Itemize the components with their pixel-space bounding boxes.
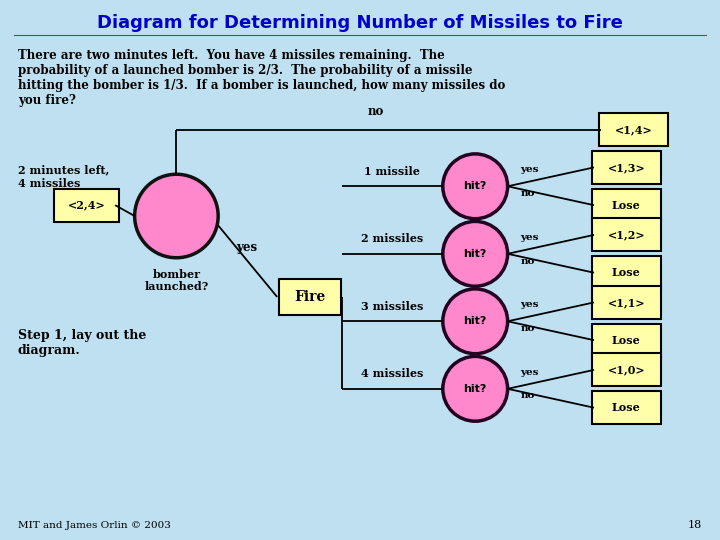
Text: Step 1, lay out the
diagram.: Step 1, lay out the diagram. — [18, 329, 146, 357]
Text: no: no — [368, 105, 384, 118]
Text: no: no — [521, 392, 535, 401]
Text: yes: yes — [236, 241, 257, 254]
Text: Fire: Fire — [294, 290, 325, 304]
Text: Lose: Lose — [612, 335, 641, 346]
Text: 3 missiles: 3 missiles — [361, 301, 423, 312]
Text: yes: yes — [521, 165, 539, 174]
Ellipse shape — [443, 356, 508, 421]
Text: 1 missile: 1 missile — [364, 166, 420, 177]
Text: hit?: hit? — [464, 181, 487, 191]
FancyBboxPatch shape — [592, 256, 661, 289]
FancyBboxPatch shape — [592, 188, 661, 221]
Text: hit?: hit? — [464, 249, 487, 259]
Text: no: no — [521, 189, 535, 198]
Ellipse shape — [443, 289, 508, 354]
Text: There are two minutes left.  You have 4 missiles remaining.  The
probability of : There are two minutes left. You have 4 m… — [18, 49, 505, 106]
Text: bomber
launched?: bomber launched? — [144, 268, 209, 292]
Text: 18: 18 — [688, 520, 702, 530]
Text: Lose: Lose — [612, 402, 641, 413]
Text: <1,3>: <1,3> — [608, 162, 645, 173]
FancyBboxPatch shape — [592, 324, 661, 357]
Text: <1,0>: <1,0> — [608, 364, 645, 375]
Text: 4 missiles: 4 missiles — [361, 368, 423, 379]
FancyBboxPatch shape — [592, 219, 661, 252]
Ellipse shape — [443, 154, 508, 219]
Text: hit?: hit? — [464, 384, 487, 394]
Text: 2 minutes left,
4 missiles: 2 minutes left, 4 missiles — [18, 165, 109, 188]
Text: Diagram for Determining Number of Missiles to Fire: Diagram for Determining Number of Missil… — [97, 14, 623, 31]
FancyBboxPatch shape — [592, 286, 661, 319]
Text: hit?: hit? — [464, 316, 487, 326]
Text: yes: yes — [521, 368, 539, 377]
FancyBboxPatch shape — [592, 354, 661, 387]
Text: 2 missiles: 2 missiles — [361, 233, 423, 244]
Text: <1,4>: <1,4> — [615, 124, 652, 135]
Text: <2,4>: <2,4> — [68, 200, 105, 211]
FancyBboxPatch shape — [592, 391, 661, 424]
Text: <1,1>: <1,1> — [608, 297, 645, 308]
Text: yes: yes — [521, 300, 539, 309]
FancyBboxPatch shape — [53, 188, 119, 221]
Text: <1,2>: <1,2> — [608, 230, 645, 240]
Ellipse shape — [443, 221, 508, 286]
Text: yes: yes — [521, 233, 539, 242]
Text: MIT and James Orlin © 2003: MIT and James Orlin © 2003 — [18, 521, 171, 530]
Ellipse shape — [135, 174, 218, 258]
FancyBboxPatch shape — [599, 113, 668, 146]
FancyBboxPatch shape — [279, 279, 341, 315]
Text: no: no — [521, 324, 535, 333]
Text: Lose: Lose — [612, 200, 641, 211]
FancyBboxPatch shape — [592, 151, 661, 184]
Text: Lose: Lose — [612, 267, 641, 278]
Text: no: no — [521, 256, 535, 266]
